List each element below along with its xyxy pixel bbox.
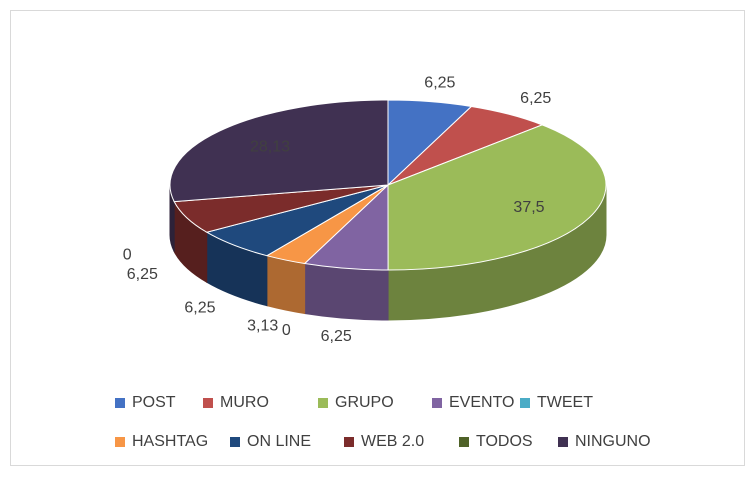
legend-label: POST bbox=[132, 394, 176, 411]
legend-swatch bbox=[344, 437, 354, 447]
data-label: 6,25 bbox=[184, 300, 215, 317]
legend-label: NINGUNO bbox=[575, 433, 651, 450]
legend-label: MURO bbox=[220, 394, 269, 411]
legend-swatch bbox=[459, 437, 469, 447]
legend-swatch bbox=[432, 398, 442, 408]
legend-swatch bbox=[558, 437, 568, 447]
legend-swatch bbox=[115, 398, 125, 408]
legend-swatch bbox=[230, 437, 240, 447]
slice-side bbox=[304, 262, 389, 321]
data-label: 37,5 bbox=[513, 199, 544, 216]
slice bbox=[169, 99, 389, 203]
data-label: 28,13 bbox=[250, 138, 290, 155]
legend-label: WEB 2.0 bbox=[361, 433, 424, 450]
legend-label: HASHTAG bbox=[132, 433, 208, 450]
legend-label: ON LINE bbox=[247, 433, 311, 450]
slice bbox=[387, 124, 607, 271]
legend-label: TWEET bbox=[537, 394, 593, 411]
slice-side bbox=[266, 255, 306, 315]
legend-swatch bbox=[318, 398, 328, 408]
legend-swatch bbox=[115, 437, 125, 447]
legend-swatch bbox=[520, 398, 530, 408]
data-label: 0 bbox=[123, 246, 132, 263]
data-label: 3,13 bbox=[247, 318, 278, 335]
legend-swatch bbox=[203, 398, 213, 408]
data-label: 6,25 bbox=[321, 328, 352, 345]
data-label: 6,25 bbox=[424, 75, 455, 92]
data-label: 6,25 bbox=[127, 266, 158, 283]
data-label: 0 bbox=[282, 322, 291, 339]
legend-label: TODOS bbox=[476, 433, 533, 450]
legend-label: GRUPO bbox=[335, 394, 394, 411]
legend-label: EVENTO bbox=[449, 394, 515, 411]
data-label: 6,25 bbox=[520, 90, 551, 107]
pie-tops bbox=[169, 99, 607, 271]
